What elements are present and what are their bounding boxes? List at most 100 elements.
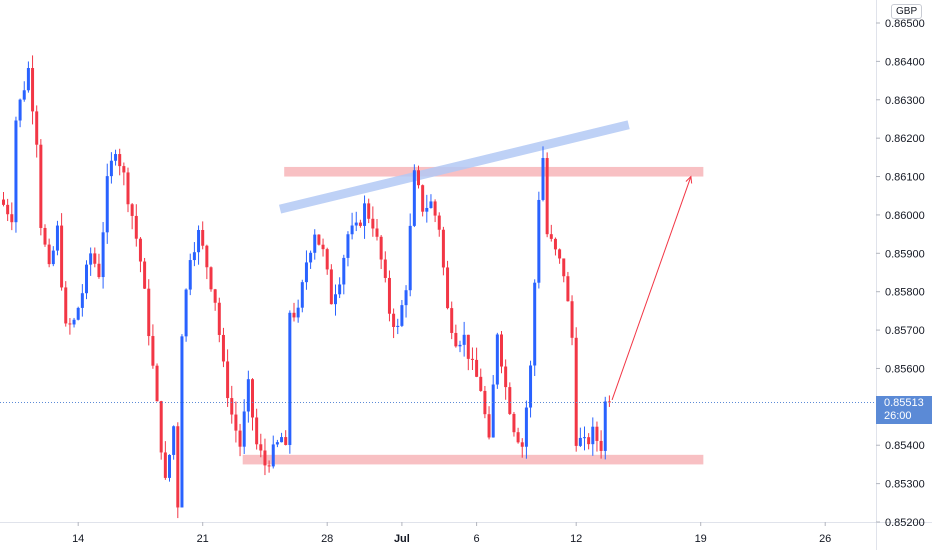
candle-up xyxy=(309,252,313,263)
candle-up xyxy=(72,319,76,325)
candle-up xyxy=(55,225,59,251)
candle-up xyxy=(408,225,412,291)
candle-down xyxy=(93,253,97,264)
candle-up xyxy=(246,379,250,412)
candle-down xyxy=(607,401,611,403)
projection-arrow-head xyxy=(685,175,693,184)
candle-down xyxy=(10,214,14,223)
candle-up xyxy=(533,282,537,366)
candle-down xyxy=(230,398,234,415)
candle-down xyxy=(437,215,441,230)
candle-up xyxy=(346,234,350,258)
candle-down xyxy=(6,204,10,215)
candle-down xyxy=(122,166,126,173)
candle-up xyxy=(168,454,171,478)
time-tick-label: 28 xyxy=(321,533,333,545)
candle-down xyxy=(209,267,213,290)
candle-down xyxy=(292,312,296,318)
candle-down xyxy=(566,276,570,302)
price-tick-label: 0.86400 xyxy=(885,56,925,68)
candle-up xyxy=(180,336,184,508)
candle-down xyxy=(545,158,549,235)
candle-down xyxy=(475,359,479,377)
candle-up xyxy=(541,158,545,200)
time-tick-label: 26 xyxy=(819,533,831,545)
price-axis[interactable]: 0.852000.853000.854000.855000.856000.857… xyxy=(876,18,925,529)
candle-up xyxy=(18,99,22,121)
candle-down xyxy=(251,379,254,418)
candle-down xyxy=(508,387,512,414)
time-tick-label: 14 xyxy=(72,533,84,545)
candle-down xyxy=(562,258,566,277)
candle-up xyxy=(172,426,176,455)
candle-down xyxy=(64,287,68,324)
candle-up xyxy=(524,407,528,447)
candle-down xyxy=(417,170,420,186)
candle-up xyxy=(51,250,55,265)
currency-badge[interactable]: GBP xyxy=(891,4,923,19)
candle-up xyxy=(591,426,595,445)
candle-down xyxy=(159,401,163,453)
candle-up xyxy=(197,229,201,253)
time-axis[interactable]: 14 21 28 Jul 6 12 19 26 xyxy=(72,522,831,545)
candle-down xyxy=(487,414,491,438)
candle-up xyxy=(101,232,105,278)
candle-down xyxy=(558,249,562,259)
candle-up xyxy=(342,257,346,285)
candle-down xyxy=(68,323,72,325)
candle-up xyxy=(14,120,18,223)
candle-down xyxy=(599,440,603,451)
ascending-channel-band[interactable] xyxy=(278,120,630,214)
candle-up xyxy=(114,154,118,161)
candle-down xyxy=(238,430,242,447)
candle-down xyxy=(2,199,5,205)
candle-down xyxy=(329,269,333,305)
candle-down xyxy=(47,244,51,265)
candle-down xyxy=(587,437,591,445)
price-tick-label: 0.85300 xyxy=(885,479,925,491)
candle-down xyxy=(421,185,425,212)
candle-down xyxy=(259,444,263,451)
candle-down xyxy=(450,308,454,333)
price-tick-label: 0.85600 xyxy=(885,363,925,375)
candle-down xyxy=(35,111,39,145)
candle-down xyxy=(371,218,375,229)
time-tick-label: 21 xyxy=(197,533,209,545)
candle-up xyxy=(271,444,275,467)
price-tick-label: 0.85700 xyxy=(885,325,925,337)
candle-up xyxy=(313,234,317,253)
resistance-zone[interactable] xyxy=(284,166,704,177)
candle-down xyxy=(147,288,151,337)
candle-up xyxy=(404,290,408,306)
candle-up xyxy=(109,160,113,177)
time-tick-label: 19 xyxy=(695,533,707,545)
candle-down xyxy=(504,366,508,388)
candle-down xyxy=(143,261,147,289)
candle-down xyxy=(317,234,321,245)
candle-up xyxy=(242,411,246,447)
candle-down xyxy=(118,154,122,167)
candle-up xyxy=(350,225,354,235)
candle-down xyxy=(138,238,142,262)
candle-down xyxy=(375,228,379,237)
candle-up xyxy=(76,307,80,320)
candle-down xyxy=(31,68,35,112)
candle-down xyxy=(454,332,458,347)
candle-down xyxy=(479,376,483,391)
candle-up xyxy=(334,294,337,305)
candle-up xyxy=(491,384,495,438)
projection-arrow[interactable] xyxy=(611,176,692,401)
candle-down xyxy=(325,249,329,270)
candle-up xyxy=(280,437,284,443)
candle-down xyxy=(126,172,130,205)
candle-up xyxy=(338,284,342,295)
candle-up xyxy=(578,437,582,446)
candle-down xyxy=(483,390,487,415)
candle-down xyxy=(217,302,221,335)
candle-up xyxy=(80,293,84,308)
candle-up xyxy=(354,222,358,226)
support-zone[interactable] xyxy=(242,454,704,465)
candle-down xyxy=(392,313,396,327)
